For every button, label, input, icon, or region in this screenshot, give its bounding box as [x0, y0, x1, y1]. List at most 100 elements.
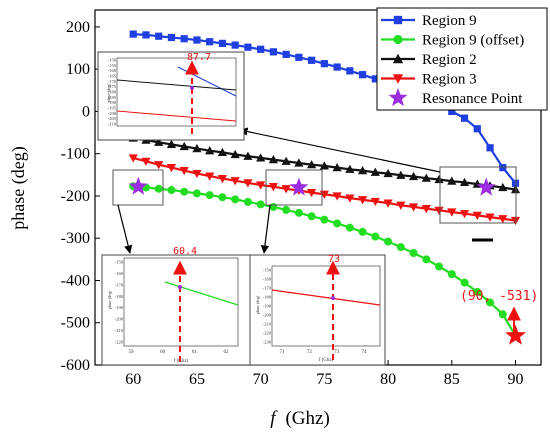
series-2-point-19 [370, 167, 380, 176]
series-2-point-29 [498, 182, 508, 192]
series-3-point-17 [345, 194, 355, 203]
inset-ytick-label: -220 [115, 340, 124, 345]
inset-ytick-label: -190 [108, 100, 117, 105]
series-1-point-5 [192, 189, 201, 198]
series-1-point-23 [422, 255, 431, 264]
series-1-point-27 [473, 287, 482, 296]
series-3-point-26 [459, 210, 470, 219]
series-2-point-12 [281, 156, 291, 165]
inset-top: -150-155-160-165-170-175-180-185-190-195… [97, 51, 245, 141]
series-0-point-13 [295, 53, 303, 61]
inset-ytick-label: -205 [108, 116, 117, 121]
inset-xtick-label: 72 [307, 350, 313, 355]
resonance-point-2 [476, 177, 496, 196]
series-1-point-25 [447, 270, 456, 279]
legend-swatch-marker [392, 53, 404, 64]
inset-ytick-label: -170 [263, 286, 272, 291]
series-3-point-12 [281, 185, 291, 194]
inset-xtick-label: 60 [160, 350, 166, 355]
series-3-point-7 [217, 175, 228, 184]
x-tick-label: 90 [508, 371, 524, 388]
series-2-point-20 [383, 168, 393, 178]
series-1-point-28 [486, 298, 495, 307]
series-0-point-25 [448, 107, 456, 116]
arrow-to-mid-inset [260, 204, 271, 254]
inset-ytick-label: -230 [263, 340, 272, 345]
series-1-point-9 [243, 197, 252, 206]
inset-mid-red-line [271, 289, 381, 306]
series-0-point-18 [359, 71, 367, 79]
inset-left: -150 -160 -170 -180 -190 -200 -210 -220 59 60 61 6… [101, 246, 251, 366]
series-2-point-16 [332, 163, 342, 172]
inset-ytick-label: -200 [115, 317, 124, 322]
resonance-point-1 [289, 177, 309, 196]
legend-label: Resonance Point [422, 91, 523, 107]
series-1-point-24 [435, 262, 444, 271]
series-1-point-19 [371, 232, 380, 241]
legend-label: Region 3 [422, 72, 477, 88]
x-axis-unit: (Ghz) [285, 408, 329, 429]
series-0-point-4 [180, 35, 188, 43]
series-2-point-3 [166, 139, 177, 148]
series-2-point-17 [345, 164, 355, 173]
series-0-point-1 [142, 31, 150, 39]
series-1-point-8 [231, 195, 240, 204]
x-axis-label: f (Ghz) [270, 408, 330, 429]
series-3-point-3 [166, 164, 177, 173]
x-axis-ticks: 60 65 70 75 80 85 90 [125, 360, 524, 388]
y-axis-ticks: 200 100 0 -100 -200 -300 -400 -500 -600 [61, 19, 100, 374]
inset-ytick-label: -200 [108, 111, 117, 116]
series-2-point-25 [447, 176, 457, 185]
legend-swatch-marker [392, 74, 404, 84]
series-2-point-4 [179, 141, 189, 151]
legend-label: Region 9 [422, 13, 477, 29]
series-1-point-18 [358, 227, 367, 236]
series-2-point-15 [319, 161, 329, 170]
series-1-point-17 [345, 223, 354, 232]
x-tick-label: 70 [253, 371, 269, 388]
series-2-point-6 [205, 146, 215, 155]
series-3 [128, 154, 521, 226]
series-1-point-10 [256, 200, 265, 209]
series-2-point-13 [294, 158, 304, 167]
legend-entry-2: Region 2 [381, 52, 477, 68]
inset-ytick-label: -220 [263, 331, 272, 336]
inset-ytick-label: -200 [263, 313, 272, 318]
series-1-point-6 [205, 191, 214, 200]
legend-swatch-marker [393, 15, 403, 25]
series-1-point-29 [498, 310, 507, 319]
series-0-point-6 [206, 38, 214, 46]
inset-mid-xlabel: f (Ghz) [319, 358, 334, 363]
series-3-point-5 [192, 169, 202, 179]
inset-ytick-label: -210 [263, 322, 272, 327]
inset-xtick-label: 71 [280, 350, 286, 355]
series-2 [128, 133, 521, 194]
inset-ytick-label: -190 [115, 305, 124, 310]
series-3-point-9 [243, 179, 253, 188]
series-2-point-8 [230, 149, 240, 159]
inset-left-xlabel: f (Ghz) [174, 359, 189, 364]
inset-ytick-label: -160 [115, 271, 124, 276]
series-2-point-11 [268, 155, 278, 164]
x-tick-label: 80 [380, 371, 396, 388]
y-tick-label: -500 [61, 315, 90, 332]
inset-top-red-line [116, 110, 237, 122]
series-3-point-6 [205, 172, 215, 181]
series-2-point-21 [396, 170, 406, 179]
series-0-point-9 [244, 43, 252, 51]
series-0-point-28 [486, 144, 494, 152]
legend-entry-3: Region 3 [381, 72, 477, 88]
inset-ytick-label: -170 [115, 282, 124, 287]
series-2-point-14 [307, 160, 317, 169]
inset-ytick-label: -185 [108, 95, 117, 100]
legend: Region 9 Region 9 (offset) Region 2 Region … [376, 7, 548, 111]
series-1-point-15 [320, 215, 329, 224]
inset-mid: -150-160-170-180-190-200-210-220-230 71 7… [249, 254, 386, 366]
series-3-point-19 [370, 197, 380, 207]
inset-left-value-label: 60.4 [173, 246, 197, 257]
inset-mid-xtick-labels: 71 72 73 74 [280, 350, 368, 355]
series-3-point-11 [268, 183, 278, 192]
series-3-point-16 [332, 192, 342, 201]
series-1-point-22 [409, 249, 418, 258]
